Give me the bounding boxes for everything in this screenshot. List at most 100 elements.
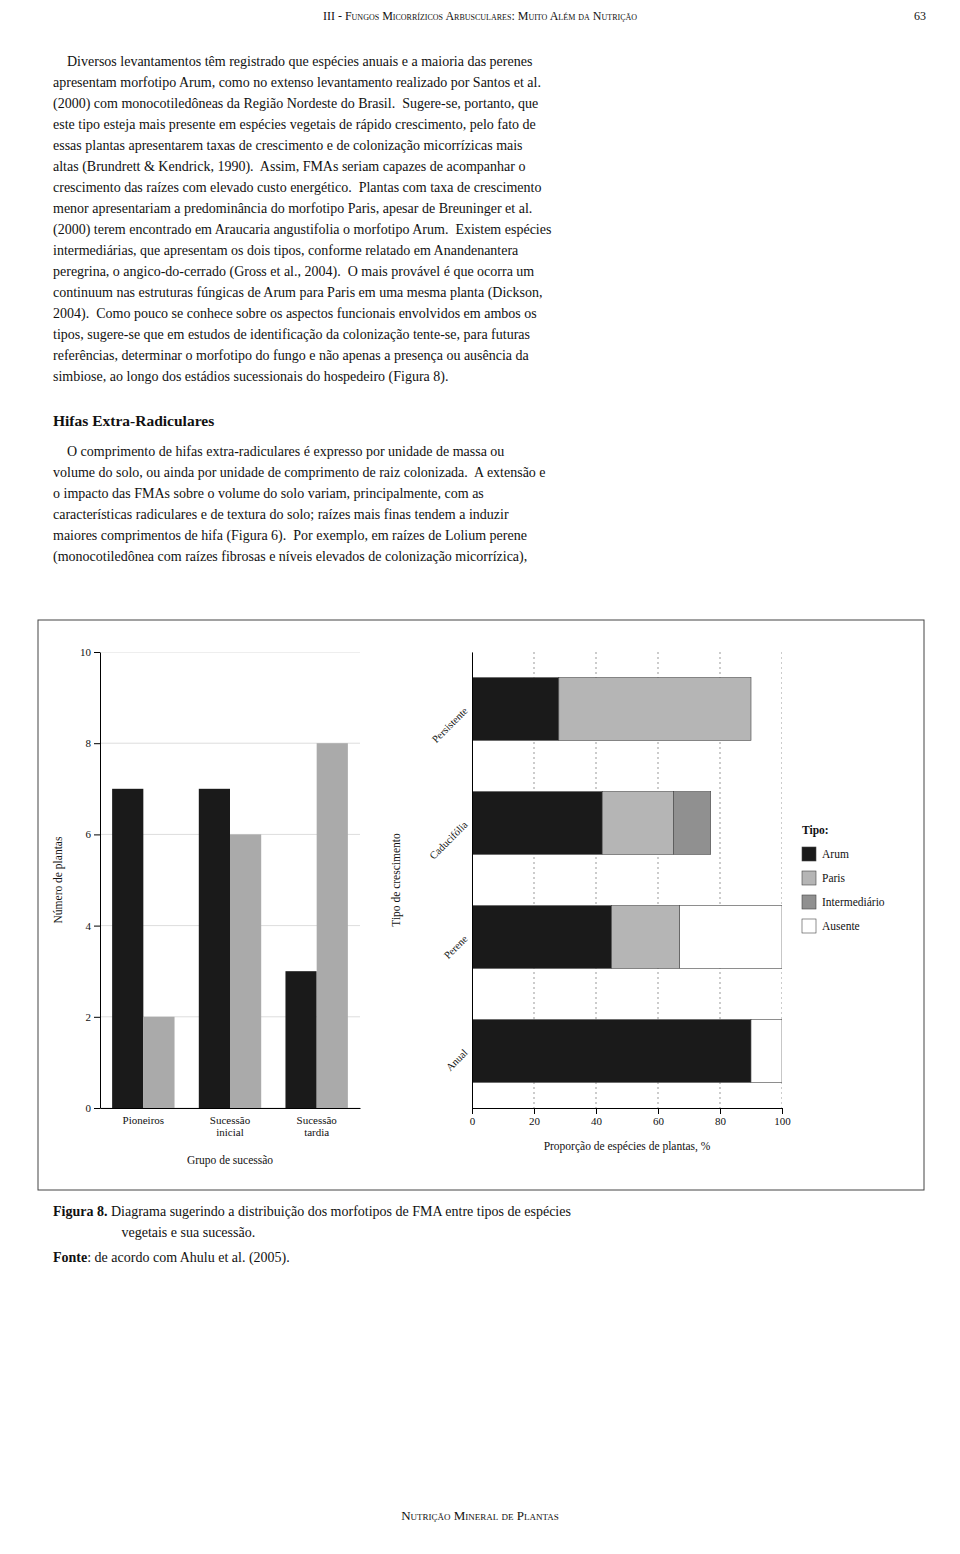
tick: Anual (444, 1047, 470, 1073)
axis-title: Proporção de espécies de plantas, % (544, 1140, 711, 1153)
tick-label-line: inicial (216, 1126, 244, 1138)
tick-mark (658, 1108, 659, 1114)
page-footer: Nutrição Mineral de Plantas (401, 1508, 559, 1523)
section-title: Hifas Extra-Radiculares (53, 412, 214, 429)
legend-label: Intermediário (822, 896, 885, 908)
figure-border (38, 620, 924, 1190)
body-text-line: este tipo esteja mais presente em espéci… (53, 117, 536, 132)
tick-label: Sucessãoinicial (210, 1114, 251, 1139)
axis-title: Tipo de crescimento (390, 833, 403, 927)
bars (472, 678, 782, 1083)
tick: 40 (591, 1108, 603, 1127)
caption-text: Diagrama sugerindo a distribuição dos mo… (107, 1204, 570, 1219)
tick-label: 0 (470, 1115, 476, 1127)
tick: 100 (774, 1108, 791, 1127)
tick-label: 100 (774, 1115, 791, 1127)
bar (112, 789, 143, 1108)
bar (317, 743, 348, 1108)
body-text-line: peregrina, o angico-do-cerrado (Gross et… (53, 264, 534, 280)
tick-label: Persistente (430, 705, 470, 745)
source-text: : de acordo com Ahulu et al. (2005). (87, 1250, 290, 1266)
body-text-line: (monocotiledônea com raízes fibrosas e n… (53, 549, 527, 565)
body-text-line: simbiose, ao longo dos estádios sucessio… (53, 369, 448, 385)
body-text-line: essas plantas apresentarem taxas de cres… (53, 138, 523, 153)
caption-label: Figura 8. (53, 1204, 107, 1219)
tick: Sucessãoinicial (210, 1114, 251, 1139)
body-text-line: referências, determinar o morfotipo do f… (53, 348, 530, 363)
page-header: III - Fungos Micorrízicos Arbusculares: … (323, 9, 637, 23)
tick: 6 (86, 828, 101, 840)
axis-title: Grupo de sucessão (187, 1154, 273, 1167)
tick-label: 20 (529, 1115, 541, 1127)
bar (143, 1017, 174, 1108)
body-text-line: O comprimento de hifas extra-radiculares… (53, 444, 504, 459)
axis-line (100, 653, 101, 1109)
legend-swatch (802, 871, 816, 885)
axis-line (473, 1108, 783, 1109)
legend-item: Ausente (802, 919, 860, 933)
legend-title: Tipo: (802, 824, 829, 837)
bars (112, 743, 348, 1108)
bar (472, 678, 559, 741)
caption-line: vegetais e sua sucessão. (107, 1225, 255, 1240)
body-text-line: altas (Brundrett & Kendrick, 1990). Assi… (53, 159, 525, 175)
tick-mark (596, 1108, 597, 1114)
tick-mark (534, 1108, 535, 1114)
grid-line (472, 652, 473, 1108)
tick-mark (94, 926, 100, 927)
tick-mark (94, 834, 100, 835)
tick-label-line: Sucessão (210, 1114, 251, 1126)
tick-label: 8 (86, 737, 92, 749)
bar (751, 1020, 782, 1083)
figure-caption: Figura 8. Diagrama sugerindo a distribui… (53, 1204, 571, 1219)
bar (199, 789, 230, 1108)
body-text-line: características radiculares e de textura… (53, 507, 509, 522)
page: III - Fungos Micorrízicos Arbusculares: … (0, 0, 960, 1554)
tick-label: 2 (86, 1011, 92, 1023)
tick-mark (94, 743, 100, 744)
bar (602, 792, 673, 855)
legend-item: Arum (802, 847, 849, 861)
legend-swatch (802, 919, 816, 933)
body-text-line: volume do solo, ou ainda por unidade de … (53, 465, 546, 480)
tick-label: Perene (442, 933, 470, 961)
tick-label-line: Pioneiros (123, 1114, 165, 1126)
axis-line (472, 653, 473, 1109)
tick-label: 0 (86, 1102, 92, 1114)
bar (230, 834, 261, 1108)
tick: 0 (86, 1102, 101, 1114)
body-text-line: tipos, sugere-se que em estudos de ident… (53, 327, 530, 342)
legend-swatch (802, 847, 816, 861)
tick-label: 80 (715, 1115, 727, 1127)
plot-area (100, 652, 360, 1108)
tick-mark (720, 1108, 721, 1114)
value-axis: 0 20 40 60 80 100 (470, 1108, 792, 1127)
body-text-line: menor apresentariam a predominância do m… (53, 201, 532, 216)
axis-title: Número de plantas (52, 836, 65, 923)
chart: 0246810PioneirosSucessãoinicialSucessãot… (52, 646, 361, 1167)
tick-label: 40 (591, 1115, 603, 1127)
tick: Perene (442, 933, 470, 961)
body-text-line: Diversos levantamentos têm registrado qu… (53, 54, 532, 69)
page-number: 63 (914, 9, 926, 23)
legend-label: Ausente (822, 920, 860, 932)
body-text-line: (2000) terem encontrado em Araucaria ang… (53, 222, 551, 238)
tick-mark (472, 1108, 473, 1114)
tick: 8 (86, 737, 101, 749)
bar (472, 792, 602, 855)
body-text-line: continuum nas estruturas fúngicas de Aru… (53, 285, 543, 301)
tick: Persistente (430, 705, 470, 745)
chart: 0 20 40 60 80 100 Anual Perene Caducifólia Persis… (390, 652, 885, 1153)
body-text-line: maiores comprimentos de hifa (Figura 6).… (53, 528, 527, 544)
tick: 20 (529, 1108, 541, 1127)
tick-label: 4 (86, 920, 92, 932)
tick-label: Caducifólia (427, 819, 470, 862)
bar (674, 792, 711, 855)
tick: 60 (653, 1108, 665, 1127)
bar (612, 906, 680, 969)
tick: 80 (715, 1108, 727, 1127)
tick: 0 (470, 1108, 476, 1127)
body-text-line: o impacto das FMAs sobre o volume do sol… (53, 486, 484, 501)
legend-label: Paris (822, 872, 846, 884)
tick: 4 (86, 920, 101, 932)
